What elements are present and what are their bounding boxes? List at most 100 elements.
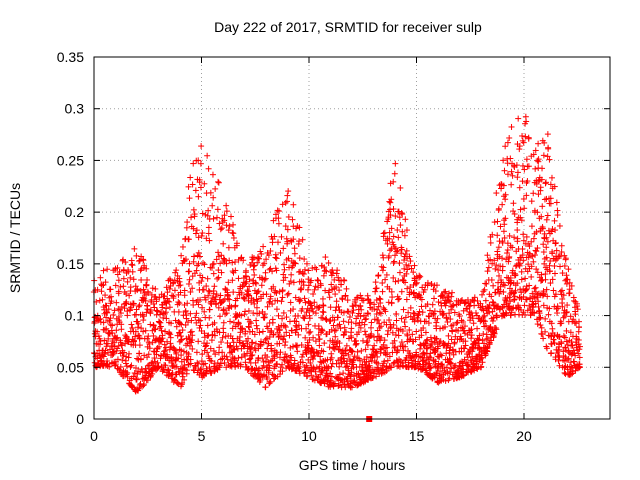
data-point	[238, 354, 245, 361]
data-point	[206, 288, 213, 295]
data-point	[204, 322, 211, 329]
data-point	[109, 330, 116, 337]
data-point	[321, 340, 328, 347]
data-point	[271, 233, 278, 240]
data-point	[266, 266, 273, 273]
data-point	[114, 264, 121, 271]
data-point	[288, 271, 295, 278]
data-point	[328, 363, 335, 370]
data-point	[205, 224, 212, 231]
data-point	[278, 233, 285, 240]
data-point	[141, 381, 148, 388]
data-point	[371, 306, 378, 313]
data-point	[326, 287, 333, 294]
data-point	[277, 349, 284, 356]
data-point	[223, 202, 230, 209]
data-point	[434, 315, 441, 322]
data-point	[250, 266, 257, 273]
data-point	[424, 336, 431, 343]
data-point	[335, 357, 342, 364]
data-point	[371, 342, 378, 349]
data-point	[415, 311, 422, 318]
data-point	[137, 267, 144, 274]
data-point	[166, 298, 173, 305]
data-point	[190, 225, 197, 232]
data-point	[277, 249, 284, 256]
data-point	[302, 299, 309, 306]
data-point	[407, 258, 414, 265]
data-point	[405, 309, 412, 316]
data-point	[245, 307, 252, 314]
data-point	[432, 288, 439, 295]
data-point	[334, 314, 341, 321]
data-point	[328, 373, 335, 380]
data-point	[265, 359, 272, 366]
data-point	[235, 275, 242, 282]
data-point	[229, 259, 236, 266]
data-point	[272, 251, 279, 258]
data-point	[226, 296, 233, 303]
data-point	[261, 311, 268, 318]
data-point	[218, 225, 225, 232]
data-point	[156, 294, 163, 301]
y-tick-label: 0.1	[65, 308, 85, 324]
data-point	[113, 299, 120, 306]
data-point	[130, 276, 137, 283]
data-point	[393, 317, 400, 324]
data-point	[396, 295, 403, 302]
data-point	[258, 282, 265, 289]
data-point	[161, 348, 168, 355]
data-point	[306, 315, 313, 322]
data-point	[378, 346, 385, 353]
data-point	[136, 342, 143, 349]
data-point	[248, 352, 255, 359]
data-point	[164, 366, 171, 373]
data-point	[307, 367, 314, 374]
data-point	[352, 341, 359, 348]
data-point	[428, 281, 435, 288]
data-point	[109, 322, 116, 329]
data-point	[249, 339, 256, 346]
data-point	[389, 294, 396, 301]
data-point	[164, 338, 171, 345]
data-point	[185, 351, 192, 358]
data-point	[123, 290, 130, 297]
data-point	[320, 309, 327, 316]
data-point	[160, 366, 167, 373]
data-point	[221, 212, 228, 219]
data-point	[253, 280, 260, 287]
data-point	[274, 207, 281, 214]
data-point	[390, 178, 397, 185]
data-point	[259, 355, 266, 362]
data-point	[112, 361, 119, 368]
data-point	[188, 214, 195, 221]
data-point	[223, 260, 230, 267]
data-point	[221, 256, 228, 263]
data-point	[263, 291, 270, 298]
data-point	[241, 295, 248, 302]
data-point	[206, 306, 213, 313]
data-point	[137, 356, 144, 363]
data-point	[158, 338, 165, 345]
data-point	[126, 307, 133, 314]
data-point	[95, 333, 102, 340]
data-point	[309, 305, 316, 312]
data-point	[127, 284, 134, 291]
data-point	[240, 257, 247, 264]
data-point	[200, 259, 207, 266]
data-point	[322, 267, 329, 274]
data-point	[317, 353, 324, 360]
data-point	[358, 306, 365, 313]
data-point	[381, 358, 388, 365]
data-point	[218, 339, 225, 346]
data-point	[279, 294, 286, 301]
data-point	[120, 275, 127, 282]
data-point	[268, 327, 275, 334]
data-point	[291, 250, 298, 257]
data-point	[300, 282, 307, 289]
data-point	[391, 258, 398, 265]
data-point	[106, 317, 113, 324]
data-point	[235, 354, 242, 361]
data-point	[275, 220, 282, 227]
data-point	[96, 297, 103, 304]
